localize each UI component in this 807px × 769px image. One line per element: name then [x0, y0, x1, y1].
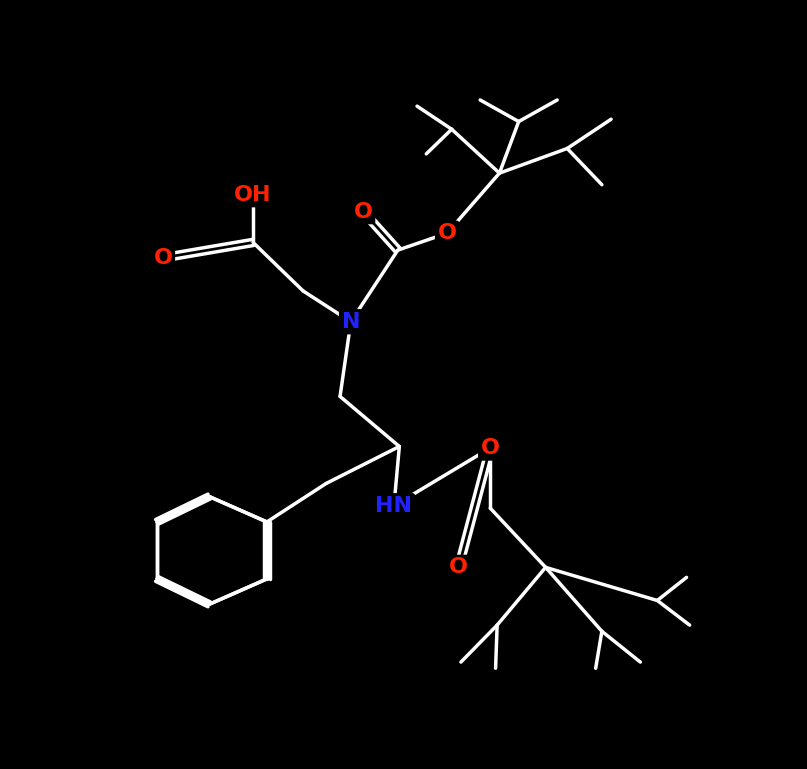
- Text: O: O: [353, 201, 373, 221]
- Text: O: O: [449, 558, 468, 578]
- Text: OH: OH: [234, 185, 272, 205]
- Text: O: O: [153, 248, 173, 268]
- Text: O: O: [437, 223, 457, 243]
- Text: HN: HN: [375, 496, 412, 516]
- Text: O: O: [481, 438, 500, 458]
- Text: N: N: [341, 311, 360, 331]
